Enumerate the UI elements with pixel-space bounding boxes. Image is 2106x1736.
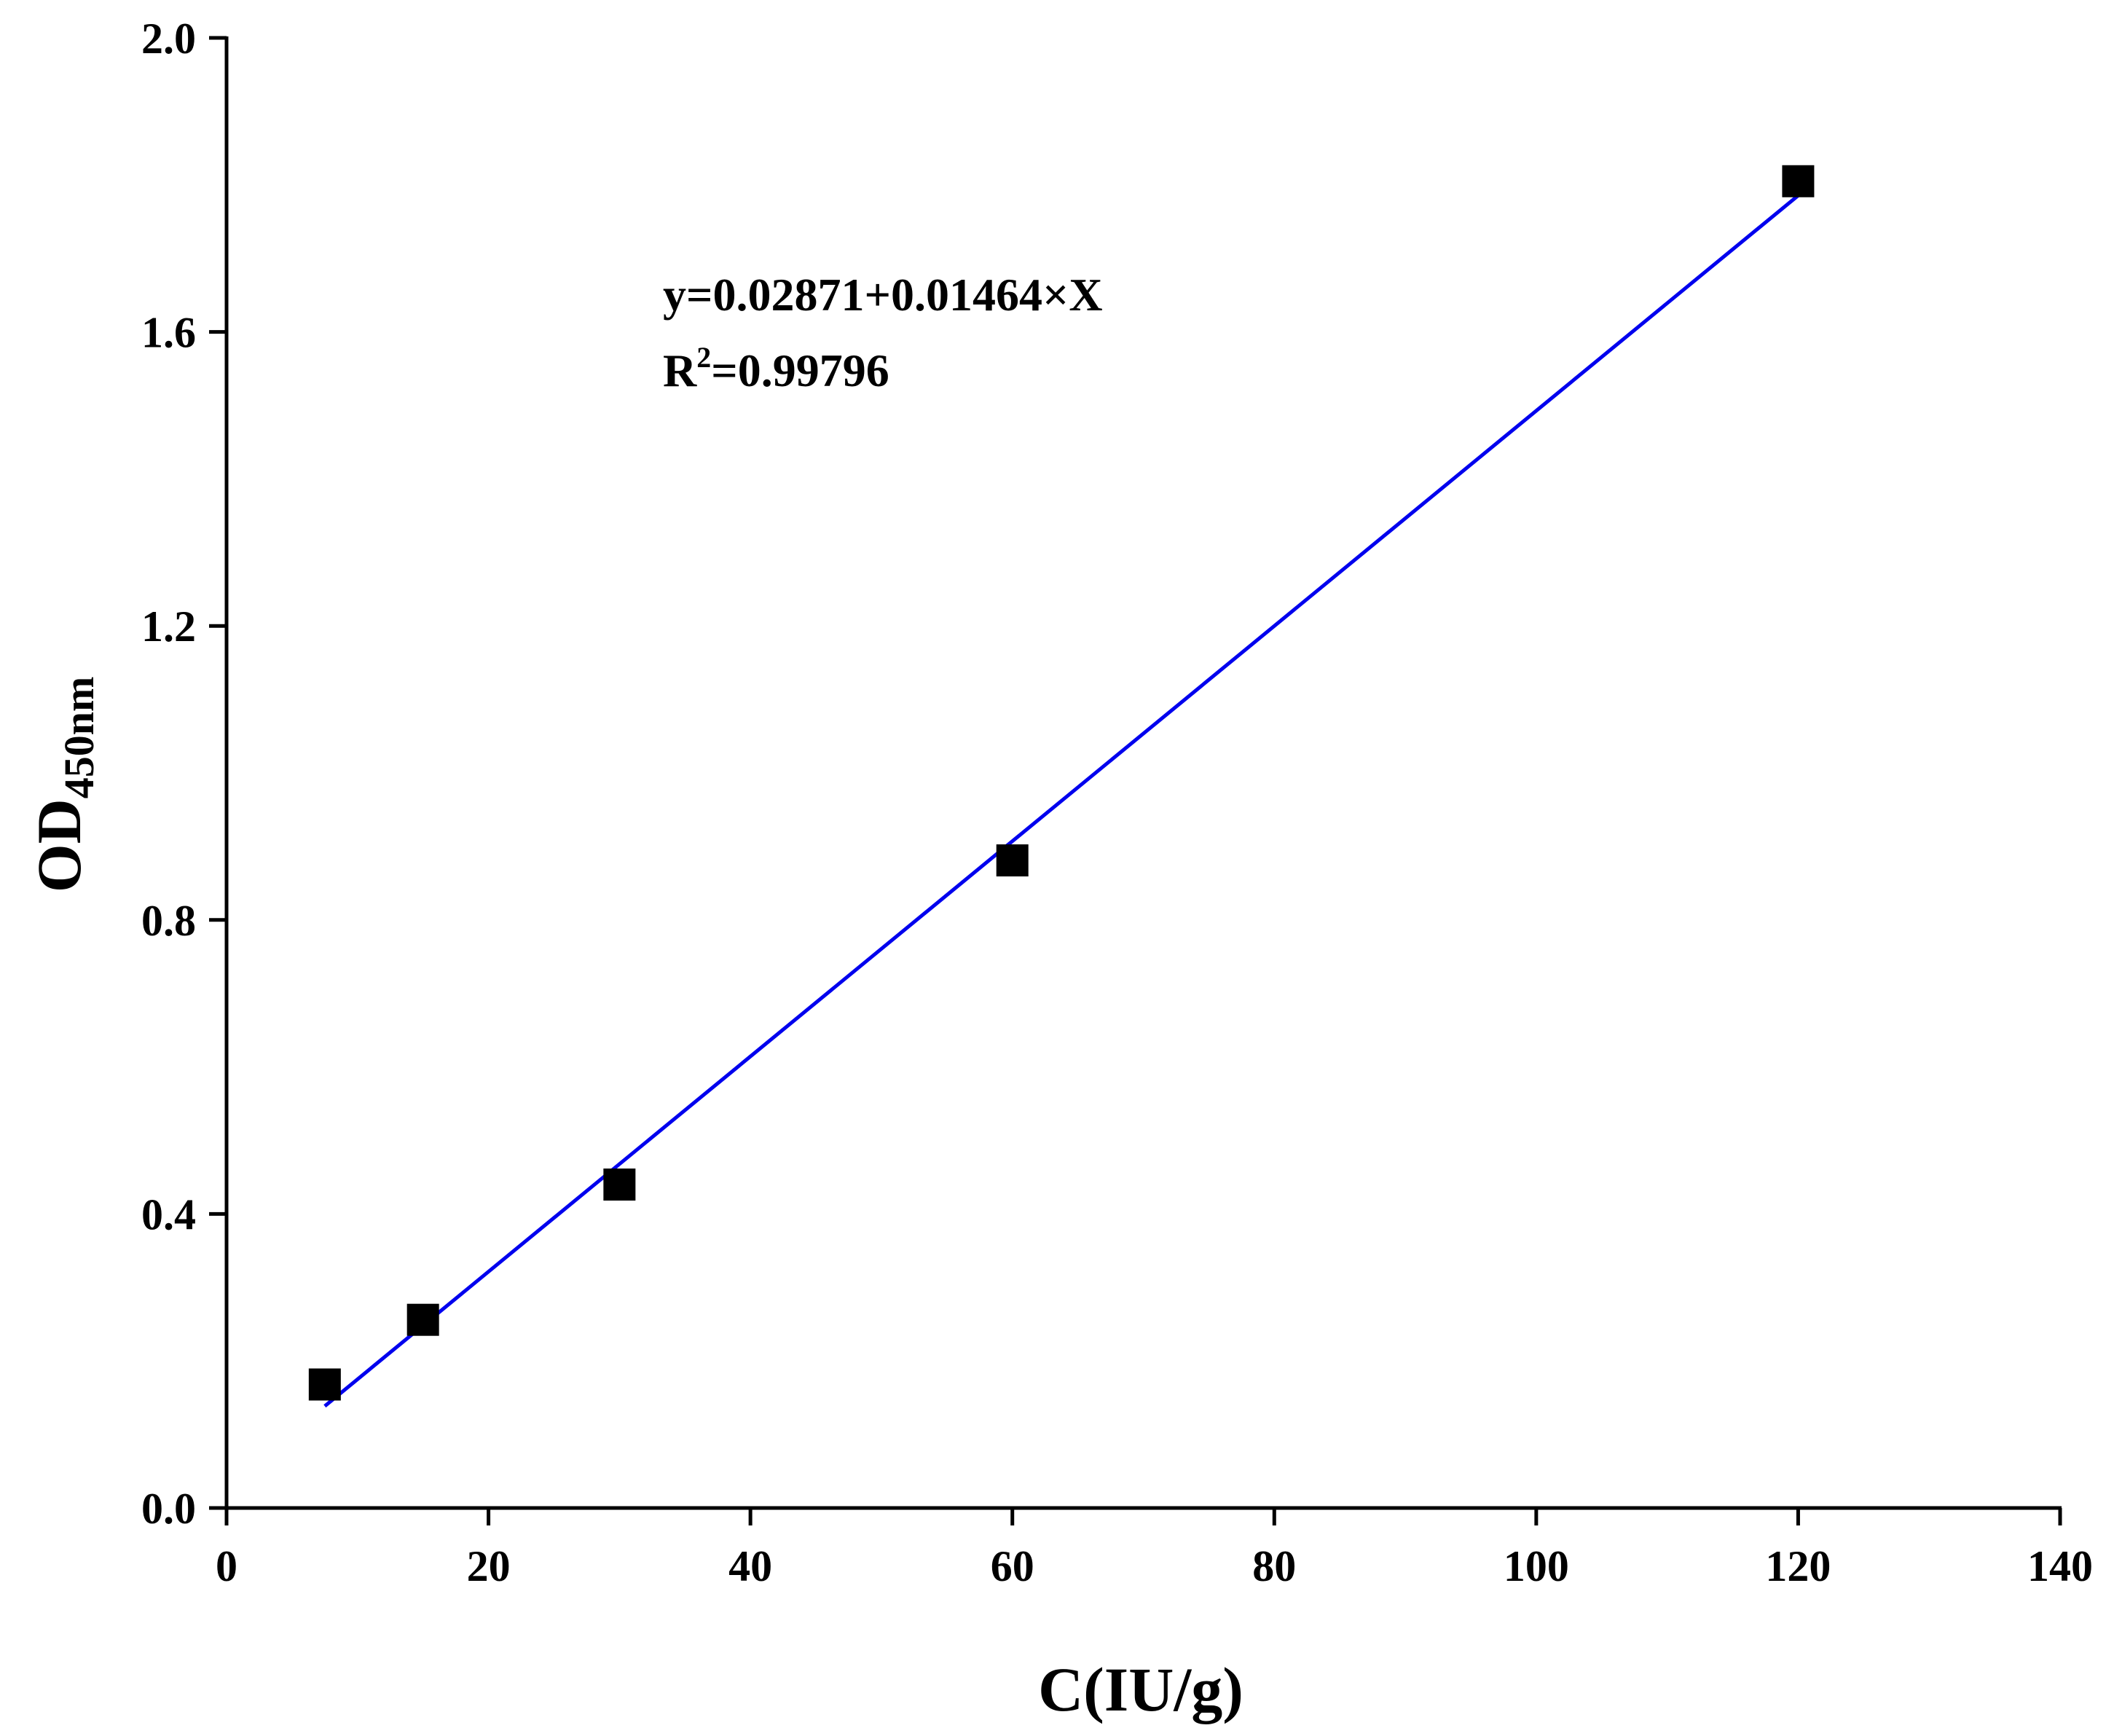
x-tick-label: 80 bbox=[1252, 1542, 1296, 1590]
y-tick-label: 2.0 bbox=[141, 15, 196, 63]
y-tick-label: 0.4 bbox=[141, 1190, 196, 1238]
data-point bbox=[996, 844, 1029, 877]
data-point bbox=[603, 1169, 636, 1201]
y-tick-label: 0.0 bbox=[141, 1485, 196, 1533]
r-squared-superscript: 2 bbox=[696, 341, 711, 374]
x-tick-label: 20 bbox=[467, 1542, 511, 1590]
y-axis-ticks: 0.0 0.4 0.8 1.2 1.6 2.0 bbox=[141, 15, 227, 1533]
r-squared-prefix: R bbox=[663, 345, 697, 396]
y-tick-label: 0.8 bbox=[141, 897, 196, 945]
r-squared-value: =0.99796 bbox=[711, 345, 889, 396]
y-axis-label-main: OD bbox=[24, 798, 94, 892]
data-point bbox=[1782, 165, 1815, 197]
r-squared-label: R2=0.99796 bbox=[663, 341, 889, 396]
x-tick-label: 120 bbox=[1765, 1542, 1831, 1590]
fit-equation: y=0.02871+0.01464×X bbox=[663, 269, 1103, 321]
data-point bbox=[406, 1303, 439, 1336]
x-tick-label: 100 bbox=[1504, 1542, 1569, 1590]
x-axis-label: C(IU/g) bbox=[1038, 1654, 1243, 1724]
y-axis-label: OD450nm bbox=[24, 677, 103, 893]
y-tick-label: 1.2 bbox=[141, 602, 196, 651]
x-tick-label: 0 bbox=[216, 1542, 237, 1590]
x-tick-label: 140 bbox=[2027, 1542, 2093, 1590]
x-tick-label: 40 bbox=[728, 1542, 772, 1590]
x-axis-ticks: 0 20 40 60 80 100 120 140 bbox=[216, 1508, 2093, 1590]
data-points bbox=[308, 165, 1815, 1401]
y-axis-label-subscript: 450nm bbox=[55, 677, 103, 799]
fit-line bbox=[323, 194, 1800, 1408]
data-point bbox=[308, 1368, 341, 1401]
y-tick-label: 1.6 bbox=[141, 309, 196, 357]
x-tick-label: 60 bbox=[991, 1542, 1034, 1590]
plot-area: 0 20 40 60 80 100 120 140 0.0 0.4 0.8 1.2 1.6 2.0 bbox=[141, 15, 2093, 1590]
